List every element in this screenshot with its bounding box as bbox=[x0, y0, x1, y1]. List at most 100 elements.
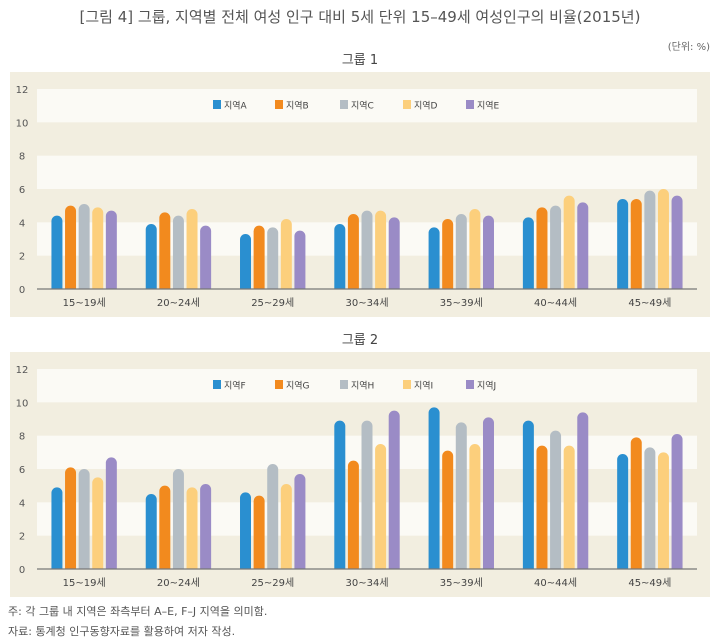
legend-swatch bbox=[340, 100, 348, 109]
bar-지역J bbox=[577, 412, 589, 569]
legend-label: 지역H bbox=[351, 381, 374, 392]
bar-지역J bbox=[671, 434, 683, 569]
legend-label: 지역D bbox=[414, 101, 438, 112]
bar-지역I bbox=[657, 452, 669, 569]
bar-지역A bbox=[617, 199, 629, 289]
y-tick-label: 0 bbox=[19, 285, 25, 296]
legend-label: 지역A bbox=[224, 101, 248, 112]
bar-지역I bbox=[563, 445, 575, 569]
bar-지역D bbox=[375, 210, 387, 289]
legend-swatch bbox=[403, 100, 411, 109]
x-tick-label: 15~19세 bbox=[63, 577, 106, 589]
grid-band bbox=[37, 155, 697, 189]
bar-지역C bbox=[361, 210, 373, 289]
legend-swatch bbox=[403, 380, 411, 389]
bar-지역F bbox=[145, 494, 157, 569]
bar-지역B bbox=[536, 207, 548, 289]
bar-지역B bbox=[253, 225, 265, 289]
bar-지역C bbox=[455, 214, 467, 289]
bar-지역A bbox=[51, 215, 63, 289]
bar-지역I bbox=[469, 444, 481, 569]
bar-지역B bbox=[630, 199, 642, 289]
bar-지역H bbox=[78, 469, 90, 569]
bar-지역J bbox=[482, 417, 494, 569]
grid-band bbox=[37, 369, 697, 403]
legend-swatch bbox=[466, 100, 474, 109]
legend-label: 지역G bbox=[286, 381, 310, 392]
bar-지역B bbox=[347, 214, 359, 289]
bar-지역F bbox=[428, 407, 440, 569]
x-tick-label: 45~49세 bbox=[628, 577, 671, 589]
legend-swatch bbox=[213, 100, 221, 109]
legend-label: 지역E bbox=[477, 101, 500, 112]
y-tick-label: 0 bbox=[19, 565, 25, 576]
bar-지역G bbox=[442, 450, 454, 569]
legend-label: 지역I bbox=[414, 381, 433, 392]
bar-지역F bbox=[240, 492, 252, 569]
bar-지역J bbox=[388, 410, 400, 569]
bar-지역D bbox=[469, 209, 481, 289]
y-tick-label: 6 bbox=[19, 185, 25, 196]
bar-지역E bbox=[482, 215, 494, 289]
legend-swatch bbox=[213, 380, 221, 389]
bar-지역C bbox=[550, 205, 562, 289]
bar-지역A bbox=[428, 227, 440, 289]
y-tick-label: 4 bbox=[19, 218, 25, 229]
bar-지역E bbox=[200, 225, 212, 289]
x-tick-label: 40~44세 bbox=[534, 297, 577, 309]
source-note: 자료: 통계청 인구동향자료를 활용하여 저자 작성. bbox=[8, 625, 236, 638]
bar-지역C bbox=[78, 204, 90, 289]
chart-group-2: 0 2 4 6 8 10 12 15~19세 20~24세 25~29세 30~34세 35~39세 4… bbox=[10, 352, 710, 597]
bar-지역G bbox=[253, 495, 265, 569]
x-tick-label: 30~34세 bbox=[345, 577, 388, 589]
y-tick-label: 4 bbox=[19, 498, 25, 509]
bar-지역G bbox=[630, 437, 642, 569]
x-tick-label: 20~24세 bbox=[157, 577, 200, 589]
bar-지역G bbox=[536, 445, 548, 569]
bar-지역D bbox=[563, 195, 575, 289]
bar-지역F bbox=[617, 454, 629, 569]
bar-지역B bbox=[159, 212, 171, 289]
bar-지역I bbox=[92, 477, 104, 569]
bar-지역E bbox=[294, 230, 306, 289]
footnote: 주: 각 그룹 내 지역은 좌측부터 A–E, F–J 지역을 의미함. bbox=[8, 605, 268, 618]
bar-지역H bbox=[455, 422, 467, 569]
chart-group-1: 0 2 4 6 8 10 12 15~19세 20~24세 25~29세 30~34세 35~39세 4… bbox=[10, 72, 710, 317]
bar-지역G bbox=[347, 460, 359, 569]
y-tick-label: 2 bbox=[19, 532, 25, 543]
x-tick-label: 45~49세 bbox=[628, 297, 671, 309]
legend-swatch bbox=[340, 380, 348, 389]
x-tick-label: 35~39세 bbox=[440, 297, 483, 309]
y-tick-label: 2 bbox=[19, 252, 25, 263]
y-tick-label: 12 bbox=[16, 365, 29, 376]
x-tick-label: 20~24세 bbox=[157, 297, 200, 309]
legend-label: 지역B bbox=[286, 101, 309, 112]
legend-label: 지역F bbox=[224, 381, 246, 392]
bar-지역E bbox=[388, 217, 400, 289]
legend-swatch bbox=[275, 100, 283, 109]
x-tick-label: 30~34세 bbox=[345, 297, 388, 309]
bar-지역H bbox=[550, 430, 562, 569]
bar-지역H bbox=[361, 420, 373, 569]
bar-지역A bbox=[334, 224, 346, 289]
y-tick-label: 12 bbox=[16, 85, 29, 96]
bar-지역C bbox=[644, 190, 656, 289]
bar-지역J bbox=[294, 474, 306, 569]
group1-title: 그룹 1 bbox=[341, 53, 379, 68]
legend-swatch bbox=[466, 380, 474, 389]
bar-지역D bbox=[92, 207, 104, 289]
bar-지역B bbox=[65, 205, 77, 289]
bar-지역F bbox=[334, 420, 346, 569]
bar-지역J bbox=[200, 484, 212, 569]
bar-지역C bbox=[172, 215, 184, 289]
bar-지역H bbox=[172, 469, 184, 569]
bar-지역D bbox=[657, 189, 669, 289]
bar-지역C bbox=[267, 227, 279, 289]
bar-지역H bbox=[644, 447, 656, 569]
grid-band bbox=[37, 89, 697, 123]
bar-지역F bbox=[51, 487, 63, 569]
bar-지역I bbox=[280, 484, 292, 569]
bar-지역F bbox=[522, 420, 534, 569]
y-tick-label: 8 bbox=[19, 152, 25, 163]
bar-지역E bbox=[671, 195, 683, 289]
